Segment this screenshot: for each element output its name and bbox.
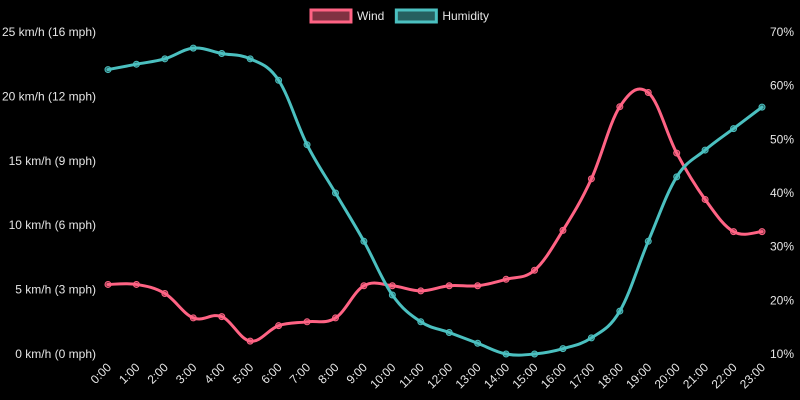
x-axis-tick-labels: 0:00 1:00 2:00 3:00 4:00 5:00 6:00 7:00 8:00 9:00… <box>88 360 769 391</box>
x-axis-tick-label: 3:00 <box>173 360 200 387</box>
wind-data-point <box>502 275 510 283</box>
wind-series-line <box>106 87 764 343</box>
left-axis-tick-label: 5 km/h (3 mph) <box>15 283 96 297</box>
x-axis-tick-label: 13:00 <box>453 360 484 391</box>
wind-data-point <box>616 103 624 111</box>
x-axis-tick-label: 22:00 <box>709 360 740 391</box>
legend-label-wind[interactable]: Wind <box>357 9 384 23</box>
legend-label-humidity[interactable]: Humidity <box>442 9 489 23</box>
wind-data-point <box>417 287 425 295</box>
right-axis-tick-label: 20% <box>770 293 794 307</box>
humidity-data-point <box>275 76 283 84</box>
series-lines <box>106 46 764 357</box>
x-axis-tick-label: 19:00 <box>623 360 654 391</box>
wind-data-point <box>758 228 766 236</box>
humidity-data-point <box>246 55 254 63</box>
humidity-data-point <box>445 329 453 337</box>
x-axis-tick-label: 2:00 <box>145 360 172 387</box>
right-axis-tick-label: 50% <box>770 132 794 146</box>
wind-data-point <box>388 282 396 290</box>
left-axis-tick-label: 15 km/h (9 mph) <box>9 154 96 168</box>
right-axis-tick-label: 30% <box>770 240 794 254</box>
left-axis-tick-label: 0 km/h (0 mph) <box>15 347 96 361</box>
wind-data-point <box>275 322 283 330</box>
x-axis-tick-label: 20:00 <box>652 360 683 391</box>
humidity-data-point <box>616 307 624 315</box>
humidity-data-point <box>644 237 652 245</box>
left-axis-tick-label: 25 km/h (16 mph) <box>2 25 96 39</box>
right-axis-tick-label: 70% <box>770 25 794 39</box>
x-axis-tick-label: 11:00 <box>396 360 427 391</box>
right-axis-tick-labels: 10% 20% 30% 40% 50% 60% 70% <box>770 25 794 361</box>
wind-data-point <box>303 318 311 326</box>
right-axis-tick-label: 60% <box>770 79 794 93</box>
wind-data-point <box>246 337 254 345</box>
legend-swatch-humidity[interactable] <box>394 8 438 24</box>
wind-data-point <box>559 226 567 234</box>
x-axis-tick-label: 17:00 <box>566 360 597 391</box>
wind-data-point <box>104 280 112 288</box>
humidity-data-point <box>132 60 140 68</box>
humidity-data-point <box>388 291 396 299</box>
wind-data-point <box>587 175 595 183</box>
wind-data-point <box>474 282 482 290</box>
x-axis-tick-label: 16:00 <box>538 360 569 391</box>
x-axis-tick-label: 7:00 <box>287 360 314 387</box>
humidity-data-point <box>161 55 169 63</box>
wind-data-point <box>730 228 738 236</box>
humidity-data-point <box>559 345 567 353</box>
series-points <box>104 44 766 358</box>
x-axis-tick-label: 15:00 <box>510 360 541 391</box>
x-axis-tick-label: 0:00 <box>88 360 115 387</box>
x-axis-tick-label: 18:00 <box>595 360 626 391</box>
x-axis-tick-label: 10:00 <box>367 360 398 391</box>
chart-legend: Wind Humidity <box>309 8 489 24</box>
wind-data-point <box>673 149 681 157</box>
right-axis-tick-label: 40% <box>770 186 794 200</box>
humidity-data-point <box>587 334 595 342</box>
humidity-data-point <box>104 66 112 74</box>
wind-data-point <box>189 314 197 322</box>
humidity-data-point <box>331 189 339 197</box>
humidity-data-point <box>474 339 482 347</box>
wind-data-point <box>331 314 339 322</box>
x-axis-tick-label: 12:00 <box>424 360 455 391</box>
humidity-series-line <box>106 46 764 357</box>
humidity-data-point <box>701 146 709 154</box>
wind-data-point <box>132 280 140 288</box>
humidity-data-point <box>218 49 226 57</box>
wind-data-point <box>531 266 539 274</box>
wind-data-point <box>360 282 368 290</box>
humidity-data-point <box>531 350 539 358</box>
left-axis-tick-labels: 0 km/h (0 mph) 5 km/h (3 mph) 10 km/h (6 m… <box>2 25 96 361</box>
wind-data-point <box>218 313 226 321</box>
wind-data-point <box>161 289 169 297</box>
wind-data-point <box>445 282 453 290</box>
humidity-data-point <box>730 125 738 133</box>
x-axis-tick-label: 8:00 <box>315 360 342 387</box>
humidity-data-point <box>360 237 368 245</box>
x-axis-tick-label: 23:00 <box>737 360 768 391</box>
x-axis-tick-label: 14:00 <box>481 360 512 391</box>
humidity-data-point <box>417 318 425 326</box>
humidity-data-point <box>758 103 766 111</box>
right-axis-tick-label: 10% <box>770 347 794 361</box>
left-axis-tick-label: 20 km/h (12 mph) <box>2 89 96 103</box>
x-axis-tick-label: 5:00 <box>230 360 257 387</box>
x-axis-tick-label: 1:00 <box>116 360 143 387</box>
humidity-data-point <box>502 350 510 358</box>
x-axis-tick-label: 21:00 <box>680 360 711 391</box>
humidity-data-point <box>673 173 681 181</box>
x-axis-tick-label: 4:00 <box>201 360 228 387</box>
left-axis-tick-label: 10 km/h (6 mph) <box>9 218 96 232</box>
humidity-data-point <box>189 44 197 52</box>
wind-data-point <box>644 89 652 97</box>
x-axis-tick-label: 9:00 <box>344 360 371 387</box>
x-axis-tick-label: 6:00 <box>258 360 285 387</box>
humidity-data-point <box>303 141 311 149</box>
legend-swatch-wind[interactable] <box>309 8 353 24</box>
wind-data-point <box>701 195 709 203</box>
